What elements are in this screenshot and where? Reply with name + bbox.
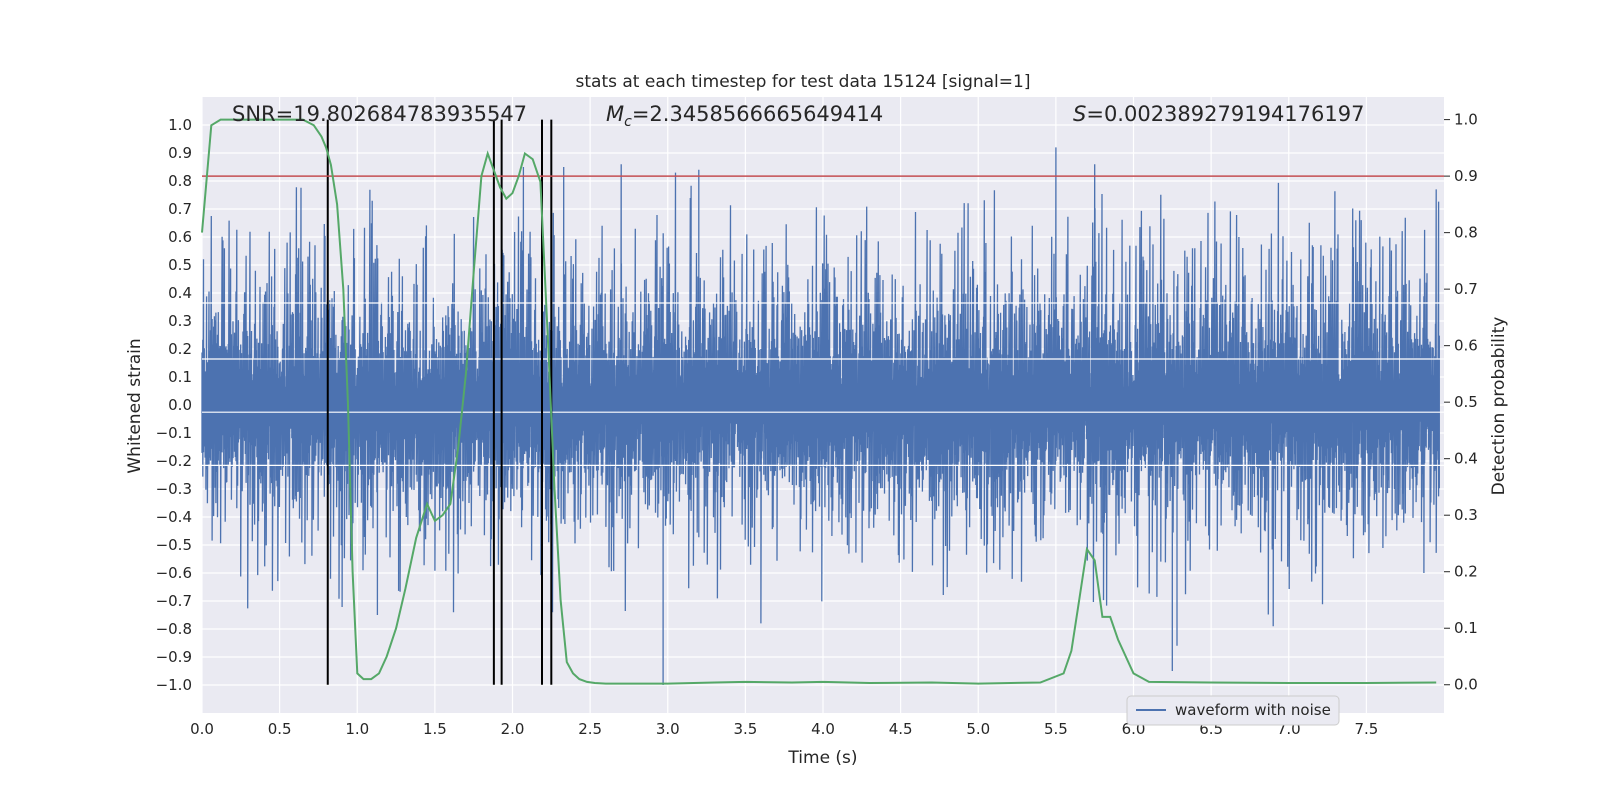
waveform-line [201, 147, 1440, 686]
y-tick-label: 0.1 [168, 368, 192, 386]
y-tick-label: −0.4 [156, 508, 192, 526]
y-tick-label: 0.5 [168, 256, 192, 274]
x-tick-label: 5.0 [966, 720, 990, 738]
s-value: =0.002389279194176197 [1086, 102, 1364, 126]
snr-annotation: SNR=19.802684783935547 [232, 102, 527, 126]
y2-tick-label: 0.6 [1454, 337, 1478, 355]
y2-tick-label: 0.4 [1454, 450, 1478, 468]
x-tick-label: 4.5 [889, 720, 913, 738]
x-tick-label: 2.5 [578, 720, 602, 738]
chirp-mass-annotation: Mc=2.3458566665649414 [606, 102, 883, 130]
y-tick-label: 0.9 [168, 144, 192, 162]
y2-tick-label: 0.2 [1454, 563, 1478, 581]
detection-probability-series [201, 118, 1437, 685]
chart-title: stats at each timestep for test data 151… [576, 72, 1031, 92]
x-tick-label: 0.5 [268, 720, 292, 738]
y-axis-ticks: 1.0 0.9 0.8 0.7 0.6 0.5 0.4 0.3 0.2 0.1 0.0 −0.1 −0.… [156, 116, 192, 694]
s-annotation: S=0.002389279194176197 [1073, 102, 1364, 126]
y2-axis-ticks: 1.0 0.9 0.8 0.7 0.6 0.5 0.4 0.3 0.2 0.1 0.0 [1444, 111, 1478, 694]
y2-tick-label: 0.8 [1454, 224, 1478, 242]
legend-label-waveform: waveform with noise [1175, 701, 1331, 719]
x-tick-label: 5.5 [1044, 720, 1068, 738]
y2-tick-label: 1.0 [1454, 111, 1478, 129]
x-tick-label: 1.5 [423, 720, 447, 738]
y2-axis-label: Detection probability [1489, 317, 1509, 496]
y-tick-label: 0.4 [168, 284, 192, 302]
x-tick-label: 3.0 [656, 720, 680, 738]
y-tick-label: −0.1 [156, 424, 192, 442]
y2-tick-label: 0.3 [1454, 506, 1478, 524]
x-tick-label: 2.0 [501, 720, 525, 738]
y2-tick-label: 0.9 [1454, 167, 1478, 185]
y-tick-label: 0.2 [168, 340, 192, 358]
y-tick-label: 0.0 [168, 396, 192, 414]
y2-tick-label: 0.1 [1454, 619, 1478, 637]
y-tick-label: −0.8 [156, 620, 192, 638]
x-tick-label: 1.0 [345, 720, 369, 738]
waveform-with-noise-series [201, 147, 1444, 686]
s-symbol: S [1073, 102, 1086, 126]
legend-box [1126, 695, 1340, 726]
y-axis-label: Whitened strain [125, 338, 145, 473]
y-tick-label: −0.2 [156, 452, 192, 470]
y2-tick-label: 0.5 [1454, 393, 1478, 411]
detection-probability-line [201, 118, 1437, 685]
x-tick-label: 4.0 [811, 720, 835, 738]
y-tick-label: −0.6 [156, 564, 192, 582]
y-tick-label: −0.3 [156, 480, 192, 498]
y-tick-label: −0.9 [156, 648, 192, 666]
chirp-mass-symbol: M [606, 102, 624, 126]
chirp-mass-subscript: c [624, 114, 632, 130]
x-axis-label: Time (s) [787, 748, 857, 768]
y-tick-label: 0.7 [168, 200, 192, 218]
x-tick-label: 7.5 [1354, 720, 1378, 738]
y-tick-label: 1.0 [168, 116, 192, 134]
y-tick-label: −1.0 [156, 676, 192, 694]
x-tick-label: 3.5 [733, 720, 757, 738]
y-tick-label: −0.5 [156, 536, 192, 554]
x-tick-label: 0.0 [190, 720, 214, 738]
y-tick-label: −0.7 [156, 592, 192, 610]
y2-tick-label: 0.7 [1454, 280, 1478, 298]
y-tick-label: 0.3 [168, 312, 192, 330]
y-tick-label: 0.6 [168, 228, 192, 246]
chirp-mass-value: =2.3458566665649414 [632, 102, 883, 126]
y-tick-label: 0.8 [168, 172, 192, 190]
y2-tick-label: 0.0 [1454, 676, 1478, 694]
legend: waveform with noise [1126, 695, 1340, 726]
